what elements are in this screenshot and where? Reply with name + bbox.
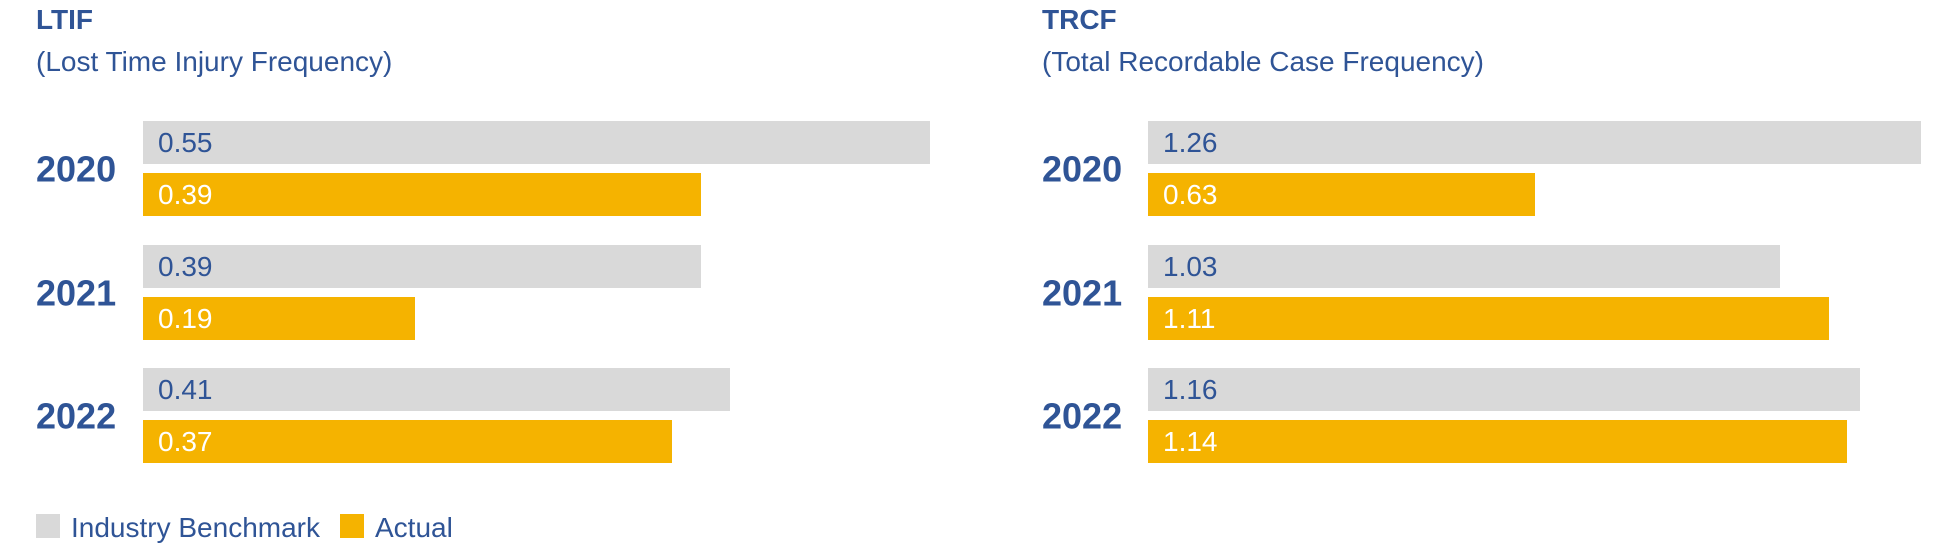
year-label: 2021 (1042, 273, 1122, 314)
actual-value-label: 0.37 (158, 426, 213, 457)
benchmark-value-label: 0.41 (158, 374, 213, 405)
year-label: 2021 (36, 273, 116, 314)
actual-value-label: 1.14 (1163, 426, 1218, 457)
benchmark-bar (143, 121, 930, 164)
benchmark-bar (1148, 245, 1780, 288)
actual-bar (1148, 173, 1535, 216)
legend-swatch-actual (340, 514, 364, 538)
benchmark-value-label: 0.55 (158, 127, 213, 158)
benchmark-value-label: 0.39 (158, 251, 213, 282)
actual-bar (1148, 420, 1847, 463)
year-label: 2022 (36, 396, 116, 437)
chart-subtitle: (Total Recordable Case Frequency) (1042, 46, 1484, 77)
year-label: 2020 (1042, 149, 1122, 190)
benchmark-value-label: 1.03 (1163, 251, 1218, 282)
actual-value-label: 1.11 (1163, 303, 1215, 334)
year-label: 2022 (1042, 396, 1122, 437)
actual-value-label: 0.19 (158, 303, 213, 334)
benchmark-value-label: 1.26 (1163, 127, 1218, 158)
actual-bar (143, 420, 672, 463)
chart-title: TRCF (1042, 4, 1117, 35)
actual-value-label: 0.63 (1163, 179, 1218, 210)
benchmark-bar (143, 245, 701, 288)
benchmark-bar (1148, 368, 1860, 411)
benchmark-value-label: 1.16 (1163, 374, 1218, 405)
legend-label-benchmark: Industry Benchmark (71, 512, 321, 543)
benchmark-bar (143, 368, 730, 411)
chart-title: LTIF (36, 4, 93, 35)
actual-bar (143, 297, 415, 340)
legend-swatch-benchmark (36, 514, 60, 538)
benchmark-bar (1148, 121, 1921, 164)
actual-value-label: 0.39 (158, 179, 213, 210)
year-label: 2020 (36, 149, 116, 190)
actual-bar (1148, 297, 1829, 340)
legend-label-actual: Actual (375, 512, 453, 543)
chart-subtitle: (Lost Time Injury Frequency) (36, 46, 392, 77)
actual-bar (143, 173, 701, 216)
